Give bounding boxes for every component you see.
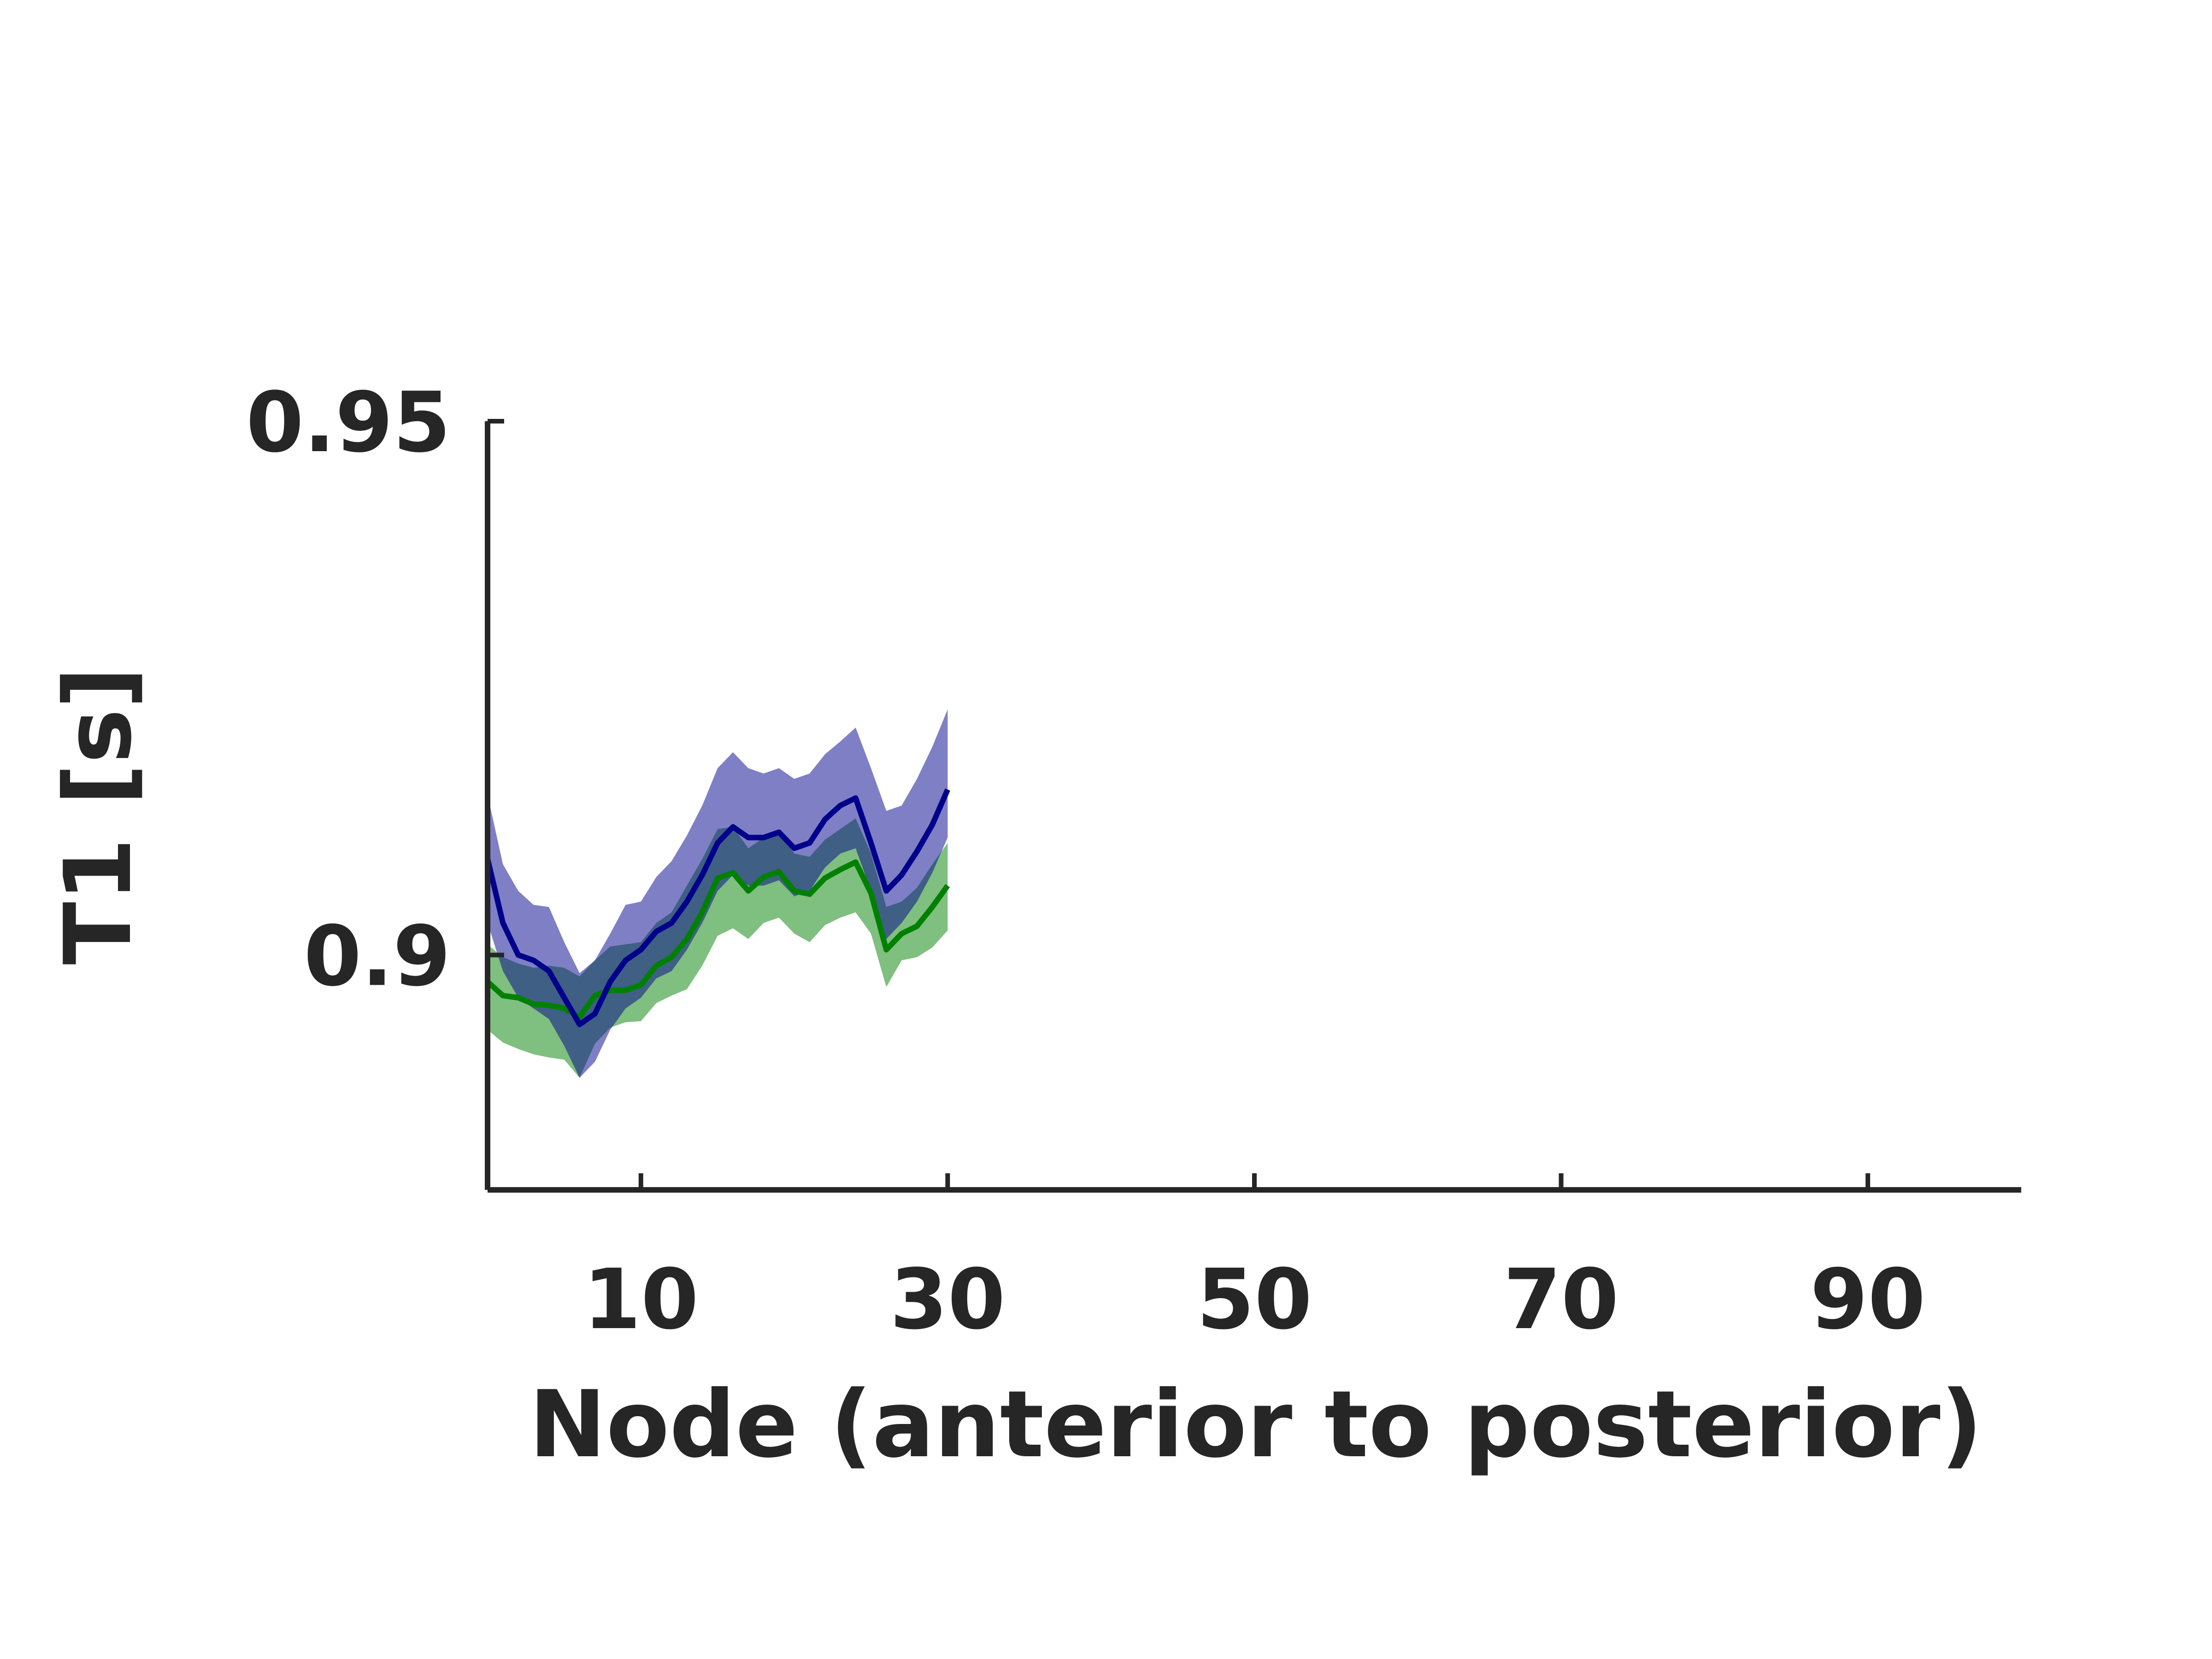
series-2-point <box>792 846 797 851</box>
series-1-point <box>930 904 935 910</box>
series-1-point <box>592 993 598 998</box>
series-1-point <box>730 870 736 876</box>
series-2-point <box>883 888 889 894</box>
y-axis-label: T1 [s] <box>45 666 152 965</box>
series-1-point <box>822 876 828 881</box>
series-1-point <box>945 883 950 888</box>
series-1-point <box>853 859 859 865</box>
series-2-point <box>914 849 920 854</box>
series-1-point <box>914 924 920 929</box>
series-1-point <box>715 876 720 881</box>
series-1-point <box>883 947 889 953</box>
series-2-point <box>531 958 536 963</box>
series-1-point <box>684 936 690 942</box>
series-2-point <box>807 840 812 846</box>
series-1-point <box>516 995 521 1000</box>
series-1-point <box>761 874 766 880</box>
series-2-point <box>730 824 736 830</box>
series-2-point <box>546 968 552 974</box>
series-2-point <box>761 835 766 841</box>
series-1-point <box>868 890 874 896</box>
series-1-point <box>623 988 629 993</box>
y-tick-label: 0.9 <box>304 908 451 1005</box>
ticks: 10 30 50 70 90 0.9 0.95 <box>246 375 1926 1348</box>
series-1-point <box>837 867 843 872</box>
series-2-point <box>930 822 935 828</box>
x-tick-label: 90 <box>1810 1252 1926 1348</box>
series-2-point <box>776 830 782 835</box>
series-2-point <box>945 787 950 792</box>
series-2-point <box>684 899 690 905</box>
confidence-bands <box>488 709 948 1078</box>
series-2-point <box>746 835 751 841</box>
series-2-point <box>607 979 613 984</box>
series-2-point <box>822 817 828 822</box>
series-2-point <box>577 1022 582 1027</box>
series-1-point <box>546 1002 552 1008</box>
series-2-point <box>623 958 629 963</box>
x-tick-label: 10 <box>583 1252 699 1348</box>
series-2-point <box>669 920 674 926</box>
series-2-point <box>700 872 705 878</box>
x-tick-label: 30 <box>890 1252 1006 1348</box>
series-lines <box>485 787 950 1027</box>
series-1-point <box>776 869 782 875</box>
series-2-point <box>500 920 506 926</box>
series-2-point <box>899 872 905 878</box>
series-2-point <box>653 929 659 934</box>
series-2-point <box>561 995 567 1000</box>
series-1-point <box>638 982 644 988</box>
series-2-point <box>868 840 874 846</box>
x-tick-label: 50 <box>1197 1252 1312 1348</box>
series-1-point <box>700 910 705 915</box>
series-2-point <box>516 952 521 958</box>
series-2-point <box>715 840 720 846</box>
series-1-point <box>792 888 797 894</box>
x-axis-label: Node (anterior to posterior) <box>529 1371 1983 1478</box>
series-1-point <box>899 931 905 936</box>
series-2-point <box>837 803 843 808</box>
series-1-point <box>669 954 674 960</box>
series-1-point <box>500 993 506 998</box>
series-1-point <box>653 963 659 969</box>
series-1-point <box>531 1001 536 1007</box>
series-2-point <box>638 947 644 953</box>
y-tick-label: 0.95 <box>246 375 451 471</box>
series-1-point <box>746 888 751 894</box>
series-1-line <box>485 859 950 1020</box>
series-2-band <box>488 709 948 1078</box>
series-2-line <box>485 788 950 1027</box>
x-tick-label: 70 <box>1503 1252 1619 1348</box>
series-1-point <box>807 891 812 897</box>
series-2-point <box>853 795 859 801</box>
series-2-point <box>592 1011 598 1017</box>
